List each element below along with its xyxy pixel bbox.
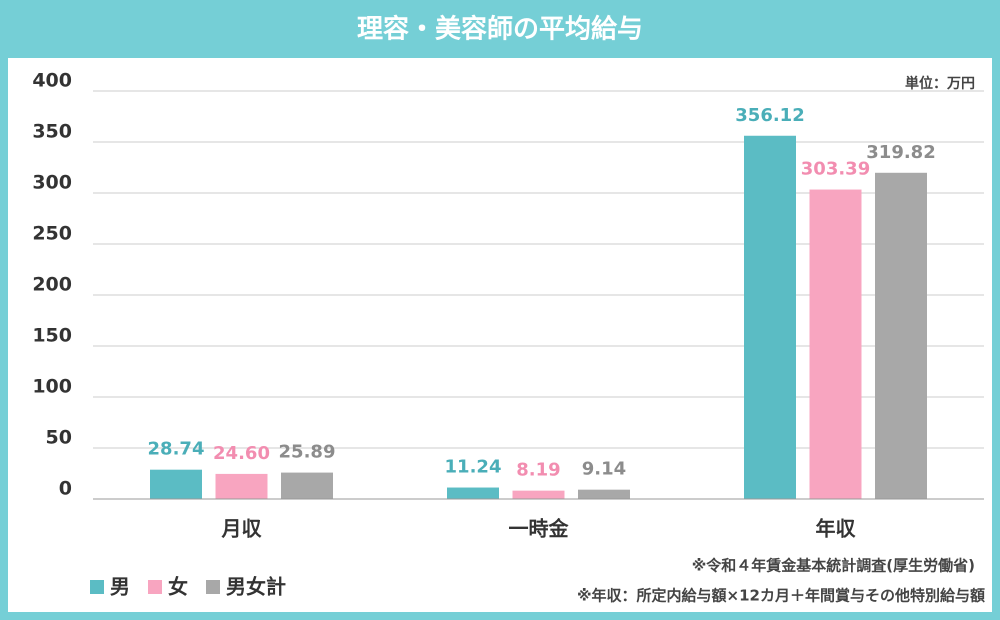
bar [578,489,630,499]
y-tick-label: 250 [32,223,72,245]
x-tick-label: 一時金 [509,517,570,541]
data-label: 24.60 [213,443,270,464]
y-tick-label: 300 [32,172,72,194]
bar [875,172,927,499]
x-tick-label: 年収 [816,517,857,541]
y-tick-label: 0 [59,478,72,500]
bar [512,490,565,499]
legend-swatch [206,580,220,594]
y-tick-label: 400 [32,70,72,92]
legend-label: 女 [168,575,188,599]
bar [150,469,202,499]
y-tick-label: 50 [46,427,72,449]
legend-label: 男女計 [226,575,286,599]
x-tick-label: 月収 [221,517,263,541]
chart-title: 理容・美容師の平均給与 [357,14,643,45]
bar [447,487,499,499]
bar [215,473,268,499]
note: ※年収：所定内給与額×12カ月＋年間賞与その他特別給与額 [577,587,985,605]
legend-swatch [148,580,162,594]
data-label: 8.19 [516,460,560,481]
y-tick-label: 200 [32,274,72,296]
data-label: 25.89 [279,442,336,463]
y-tick-label: 100 [32,376,72,398]
legend-label: 男 [110,575,130,599]
data-label: 11.24 [445,457,502,478]
bar [809,189,862,499]
legend-swatch [90,580,104,594]
unit-label: 単位：万円 [905,75,975,92]
data-label: 9.14 [582,459,626,480]
y-tick-label: 350 [32,121,72,143]
bar [281,472,333,499]
data-label: 319.82 [866,142,935,163]
data-label: 303.39 [801,159,870,180]
data-label: 356.12 [735,105,804,126]
y-tick-label: 150 [32,325,72,347]
bar [744,135,796,499]
data-label: 28.74 [148,439,205,460]
note: ※令和４年賃金基本統計調査(厚生労働省) [692,557,975,575]
